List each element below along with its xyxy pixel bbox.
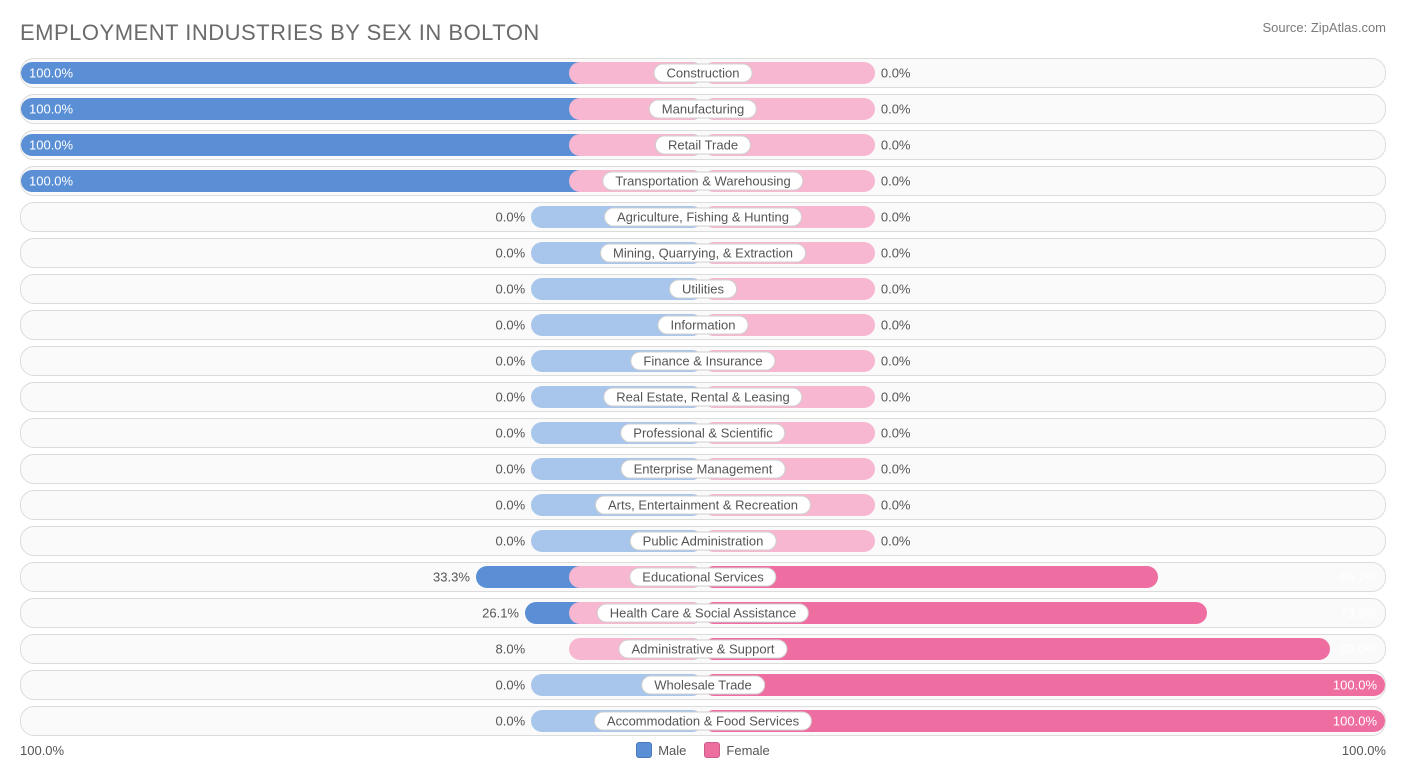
female-value: 0.0% — [881, 534, 911, 549]
legend-male: Male — [636, 742, 686, 758]
male-value: 0.0% — [496, 426, 526, 441]
chart-row: Finance & Insurance 0.0% 0.0% — [20, 346, 1386, 376]
category-label: Educational Services — [629, 568, 776, 587]
category-label: Administrative & Support — [618, 640, 787, 659]
category-label: Enterprise Management — [621, 460, 786, 479]
category-label: Real Estate, Rental & Leasing — [603, 388, 802, 407]
axis-right-label: 100.0% — [1342, 743, 1386, 758]
chart-area: Construction 100.0% 0.0% Manufacturing 100.0… — [20, 58, 1386, 736]
male-value: 0.0% — [496, 462, 526, 477]
female-value: 100.0% — [1333, 714, 1377, 729]
chart-row: Agriculture, Fishing & Hunting 0.0% 0.0% — [20, 202, 1386, 232]
male-value: 0.0% — [496, 534, 526, 549]
female-value: 66.7% — [1340, 570, 1377, 585]
female-value: 0.0% — [881, 138, 911, 153]
category-label: Transportation & Warehousing — [602, 172, 803, 191]
chart-row: Manufacturing 100.0% 0.0% — [20, 94, 1386, 124]
male-value: 0.0% — [496, 498, 526, 513]
chart-row: Accommodation & Food Services 0.0% 100.0% — [20, 706, 1386, 736]
category-label: Retail Trade — [655, 136, 751, 155]
chart-row: Real Estate, Rental & Leasing 0.0% 0.0% — [20, 382, 1386, 412]
chart-row: Arts, Entertainment & Recreation 0.0% 0.0% — [20, 490, 1386, 520]
chart-row: Retail Trade 100.0% 0.0% — [20, 130, 1386, 160]
legend-female-label: Female — [726, 743, 769, 758]
chart-row: Information 0.0% 0.0% — [20, 310, 1386, 340]
male-value: 100.0% — [29, 66, 73, 81]
female-value: 0.0% — [881, 462, 911, 477]
female-value: 0.0% — [881, 498, 911, 513]
female-value: 0.0% — [881, 246, 911, 261]
category-label: Health Care & Social Assistance — [597, 604, 809, 623]
male-value: 100.0% — [29, 102, 73, 117]
male-value: 0.0% — [496, 318, 526, 333]
male-value: 0.0% — [496, 210, 526, 225]
male-value: 0.0% — [496, 282, 526, 297]
female-value: 73.9% — [1340, 606, 1377, 621]
female-value: 0.0% — [881, 426, 911, 441]
male-value: 33.3% — [433, 570, 470, 585]
chart-row: Administrative & Support 8.0% 92.0% — [20, 634, 1386, 664]
female-value: 0.0% — [881, 354, 911, 369]
category-label: Mining, Quarrying, & Extraction — [600, 244, 806, 263]
category-label: Utilities — [669, 280, 737, 299]
male-value: 8.0% — [496, 642, 526, 657]
legend: Male Female — [636, 742, 770, 758]
category-label: Construction — [654, 64, 753, 83]
female-value: 0.0% — [881, 282, 911, 297]
male-value: 0.0% — [496, 714, 526, 729]
category-label: Agriculture, Fishing & Hunting — [604, 208, 802, 227]
category-label: Manufacturing — [649, 100, 757, 119]
male-value: 0.0% — [496, 354, 526, 369]
category-label: Wholesale Trade — [641, 676, 765, 695]
chart-row: Transportation & Warehousing 100.0% 0.0% — [20, 166, 1386, 196]
male-value: 26.1% — [482, 606, 519, 621]
chart-row: Public Administration 0.0% 0.0% — [20, 526, 1386, 556]
female-value: 0.0% — [881, 174, 911, 189]
chart-row: Utilities 0.0% 0.0% — [20, 274, 1386, 304]
category-label: Finance & Insurance — [630, 352, 775, 371]
female-value: 0.0% — [881, 318, 911, 333]
chart-title: EMPLOYMENT INDUSTRIES BY SEX IN BOLTON — [20, 20, 540, 46]
female-bar — [703, 674, 1385, 696]
category-label: Information — [657, 316, 748, 335]
female-bar — [703, 638, 1330, 660]
chart-row: Construction 100.0% 0.0% — [20, 58, 1386, 88]
male-value: 100.0% — [29, 138, 73, 153]
chart-row: Educational Services 33.3% 66.7% — [20, 562, 1386, 592]
female-value: 0.0% — [881, 390, 911, 405]
male-value: 0.0% — [496, 390, 526, 405]
chart-row: Professional & Scientific 0.0% 0.0% — [20, 418, 1386, 448]
female-value: 0.0% — [881, 66, 911, 81]
female-value: 100.0% — [1333, 678, 1377, 693]
category-label: Accommodation & Food Services — [594, 712, 812, 731]
male-value: 0.0% — [496, 246, 526, 261]
chart-row: Enterprise Management 0.0% 0.0% — [20, 454, 1386, 484]
female-swatch-icon — [704, 742, 720, 758]
category-label: Professional & Scientific — [620, 424, 785, 443]
chart-row: Mining, Quarrying, & Extraction 0.0% 0.0% — [20, 238, 1386, 268]
female-value: 0.0% — [881, 102, 911, 117]
chart-row: Wholesale Trade 0.0% 100.0% — [20, 670, 1386, 700]
category-label: Public Administration — [630, 532, 777, 551]
chart-source: Source: ZipAtlas.com — [1262, 20, 1386, 35]
female-value: 0.0% — [881, 210, 911, 225]
legend-male-label: Male — [658, 743, 686, 758]
legend-female: Female — [704, 742, 769, 758]
female-value: 92.0% — [1340, 642, 1377, 657]
male-swatch-icon — [636, 742, 652, 758]
axis-left-label: 100.0% — [20, 743, 64, 758]
chart-row: Health Care & Social Assistance 26.1% 73.9… — [20, 598, 1386, 628]
category-label: Arts, Entertainment & Recreation — [595, 496, 811, 515]
male-value: 0.0% — [496, 678, 526, 693]
male-value: 100.0% — [29, 174, 73, 189]
